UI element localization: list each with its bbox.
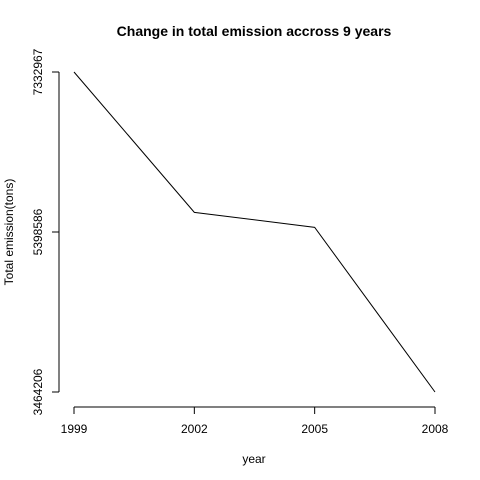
y-axis: 3464206 5398586 7332967 [31, 48, 60, 415]
y-tick-label: 3464206 [31, 368, 45, 415]
x-tick-label: 2005 [301, 422, 328, 436]
x-tick-label: 1999 [61, 422, 88, 436]
x-axis: 1999 2002 2005 2008 [61, 406, 449, 436]
chart-title: Change in total emission accross 9 years [117, 23, 392, 39]
y-tick-label: 7332967 [31, 48, 45, 95]
x-tick-label: 2008 [422, 422, 449, 436]
series-line [73, 71, 436, 393]
x-axis-label: year [242, 452, 265, 466]
x-tick-label: 2002 [181, 422, 208, 436]
y-tick-label: 5398586 [31, 208, 45, 255]
y-axis-label: Total emission(tons) [2, 179, 16, 286]
plot-area [73, 71, 436, 393]
